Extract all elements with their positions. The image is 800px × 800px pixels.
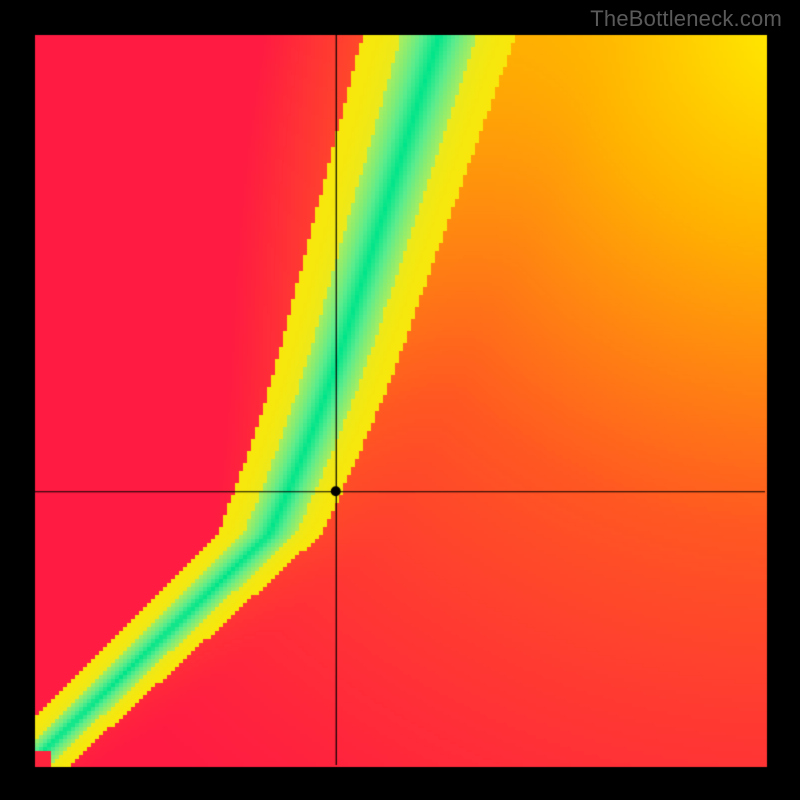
watermark-text: TheBottleneck.com [590, 6, 782, 32]
heatmap-canvas [0, 0, 800, 800]
